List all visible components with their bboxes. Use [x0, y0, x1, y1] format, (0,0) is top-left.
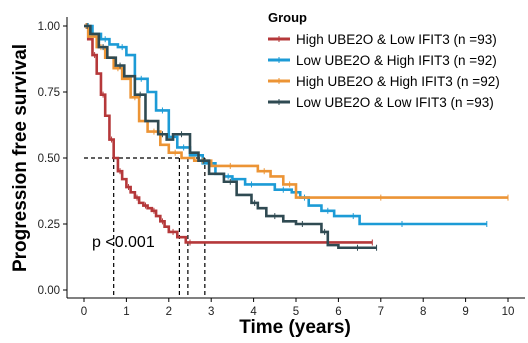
y-axis-label: Progression free survival [10, 44, 31, 272]
y-tick-label: 0.50 [38, 153, 60, 165]
legend: Group High UBE2O & Low IFIT3 (n =93) Low … [268, 10, 500, 110]
x-tick-label: 4 [250, 306, 257, 318]
legend-label-4: Low UBE2O & Low IFIT3 (n =93) [296, 95, 494, 110]
y-ticks: 0.00 0.25 0.50 0.75 1.00 [38, 21, 67, 297]
x-tick-label: 1 [123, 306, 129, 318]
median-reference-lines [84, 157, 206, 298]
y-tick-label: 1.00 [38, 21, 60, 33]
x-tick-label: 7 [378, 306, 384, 318]
survival-curve-1 [84, 24, 373, 244]
legend-label-1: High UBE2O & Low IFIT3 (n =93) [296, 32, 497, 47]
x-tick-label: 5 [293, 306, 299, 318]
x-axis-label: Time (years) [239, 317, 351, 338]
x-ticks: 0 1 2 3 4 5 6 7 8 9 10 [81, 298, 515, 318]
survival-curve-3 [84, 24, 508, 199]
y-tick-label: 0.00 [38, 285, 60, 297]
p-value-annotation: p <0.001 [92, 234, 155, 251]
x-tick-label: 9 [462, 306, 468, 318]
legend-label-2: Low UBE2O & High IFIT3 (n =92) [296, 53, 497, 68]
legend-label-3: High UBE2O & High IFIT3 (n =92) [296, 74, 500, 89]
x-tick-label: 8 [420, 306, 426, 318]
x-tick-label: 0 [81, 306, 87, 318]
survival-curves [84, 23, 509, 251]
survival-curve-4 [84, 24, 377, 250]
y-tick-label: 0.75 [38, 87, 60, 99]
x-tick-label: 6 [335, 306, 341, 318]
x-tick-label: 10 [502, 306, 515, 318]
x-tick-label: 2 [166, 306, 172, 318]
y-tick-label: 0.25 [38, 219, 60, 231]
legend-title: Group [268, 10, 307, 25]
x-tick-label: 3 [208, 306, 214, 318]
